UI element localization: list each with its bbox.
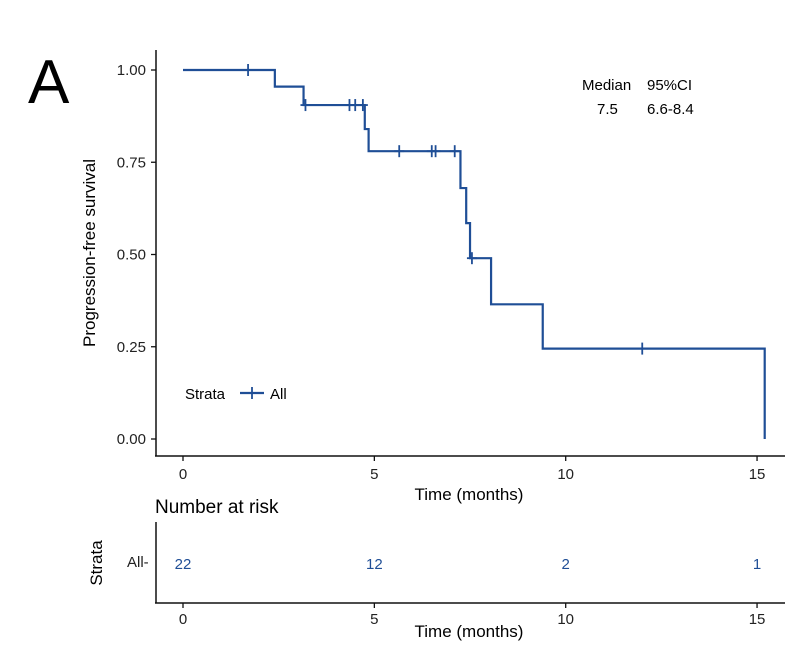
risk-x-ticks: 0 5 10 15	[179, 603, 766, 628]
risk-table-title: Number at risk	[155, 497, 279, 518]
panel-label: A	[28, 48, 70, 117]
risk-counts: 22 12 2 1	[175, 556, 762, 573]
censor-mark	[243, 64, 254, 76]
y-ticks: 0.00 0.25 0.50 0.75 1.00	[117, 62, 156, 448]
risk-table: Number at risk Strata All- 22 12 2 1 0 5 10 15…	[87, 497, 785, 641]
y-tick-label: 1.00	[117, 62, 146, 79]
y-tick-label: 0.75	[117, 154, 146, 171]
y-tick-label: 0.25	[117, 339, 146, 356]
median-value: 7.5	[597, 101, 618, 118]
x-tick-label: 0	[179, 466, 187, 483]
censor-mark	[430, 145, 441, 158]
censor-mark	[466, 252, 477, 265]
ci-header: 95%CI	[647, 77, 692, 94]
risk-strata-label: All-	[127, 554, 149, 571]
risk-count: 2	[562, 556, 570, 573]
risk-x-axis-title: Time (months)	[415, 622, 524, 641]
censor-mark	[449, 145, 460, 158]
legend: Strata All	[185, 386, 287, 403]
median-annotation: Median 95%CI 7.5 6.6-8.4	[582, 77, 694, 118]
y-tick-label: 0.00	[117, 431, 146, 448]
y-tick-label: 0.50	[117, 247, 146, 264]
ci-value: 6.6-8.4	[647, 101, 694, 118]
median-header: Median	[582, 77, 631, 94]
censor-mark	[357, 99, 368, 112]
risk-count: 12	[366, 556, 383, 573]
censor-mark	[637, 342, 648, 355]
risk-x-tick-label: 15	[749, 611, 766, 628]
x-tick-label: 15	[749, 466, 766, 483]
censor-marks	[243, 64, 648, 355]
risk-y-axis-title: Strata	[87, 540, 106, 586]
risk-count: 1	[753, 556, 761, 573]
risk-count: 22	[175, 556, 192, 573]
risk-x-tick-label: 5	[370, 611, 378, 628]
risk-x-tick-label: 0	[179, 611, 187, 628]
x-axis-title: Time (months)	[415, 485, 524, 504]
censor-mark	[394, 145, 405, 158]
x-tick-label: 10	[557, 466, 574, 483]
legend-entry-all: All	[270, 386, 287, 403]
x-ticks: 0 5 10 15	[179, 456, 766, 483]
x-tick-label: 5	[370, 466, 378, 483]
censor-mark	[300, 99, 311, 112]
risk-x-tick-label: 10	[557, 611, 574, 628]
survival-curve	[183, 68, 766, 439]
legend-title: Strata	[185, 386, 226, 403]
main-plot: 0.00 0.25 0.50 0.75 1.00 0 5 10 15	[117, 50, 785, 483]
y-axis-title: Progression-free survival	[80, 159, 99, 347]
